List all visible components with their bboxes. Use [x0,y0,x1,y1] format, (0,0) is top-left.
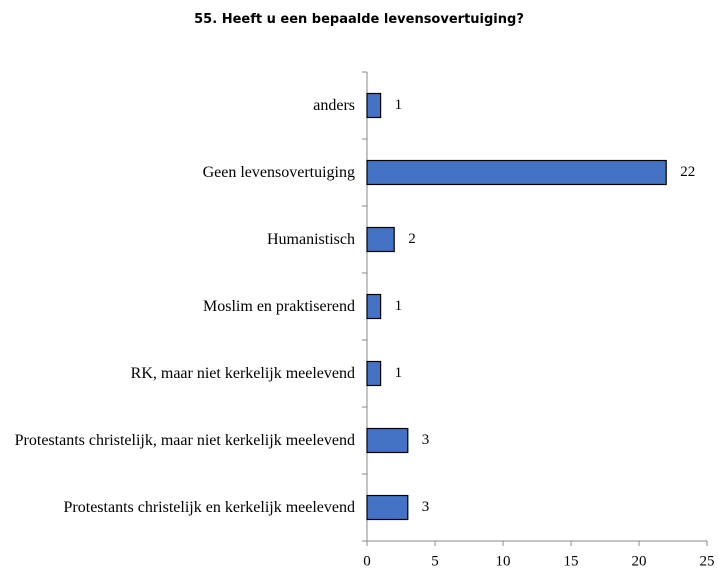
bar [366,226,395,253]
data-label: 3 [422,499,430,515]
bar [366,293,382,320]
data-label: 22 [680,164,695,180]
category-label: Protestants christelijk, maar niet kerke… [14,432,355,449]
data-label: 1 [395,298,403,314]
bar [366,427,409,454]
bar [366,92,382,119]
bar [366,360,382,387]
category-label-box: RK, maar niet kerkelijk meelevend [10,340,355,407]
category-label-box: Humanistisch [10,206,355,273]
x-tick-label: 20 [632,553,647,569]
chart-title: 55. Heeft u een bepaalde levensovertuigi… [194,12,524,27]
x-tick-label: 5 [431,553,439,569]
category-label-box: Protestants christelijk, maar niet kerke… [10,407,355,474]
category-label: RK, maar niet kerkelijk meelevend [130,365,355,382]
data-label: 3 [422,432,430,448]
x-tick-label: 0 [363,553,371,569]
category-label-box: Protestants christelijk en kerkelijk mee… [10,474,355,541]
category-label-box: Geen levensovertuiging [10,139,355,206]
data-label: 2 [408,231,416,247]
bar [366,494,409,521]
category-label-box: anders [10,72,355,139]
category-label: Protestants christelijk en kerkelijk mee… [63,499,355,516]
x-tick-label: 15 [564,553,579,569]
x-tick-label: 10 [496,553,511,569]
category-label-box: Moslim en praktiserend [10,273,355,340]
bar [366,159,667,186]
data-label: 1 [395,97,403,113]
x-tick-label: 25 [700,553,715,569]
category-label: Geen levensovertuiging [202,164,355,181]
category-label: anders [313,97,355,114]
category-label: Moslim en praktiserend [203,298,355,315]
data-label: 1 [395,365,403,381]
category-label: Humanistisch [267,231,355,248]
